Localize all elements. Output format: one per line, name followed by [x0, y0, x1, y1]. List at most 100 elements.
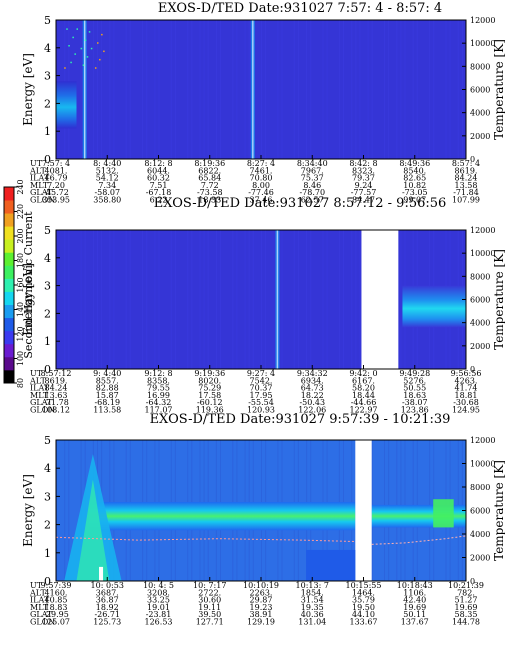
- table-cell: 70.37: [250, 384, 273, 393]
- orbit-table: UTALTILATMLTGLATGLON9:57:394160.40.8518.…: [29, 581, 484, 627]
- spectrogram-texture: [297, 230, 299, 369]
- table-cell: 19.35: [301, 603, 324, 612]
- table-cell: 62.57: [301, 196, 324, 205]
- table-cell: 60.32: [147, 174, 170, 183]
- spectrogram-texture: [343, 230, 344, 369]
- spectrogram-texture: [158, 20, 160, 159]
- table-cell: 7461.: [250, 166, 273, 175]
- spectrogram-texture: [281, 230, 283, 369]
- y-tick-label: 0: [44, 363, 51, 376]
- table-cell: 133.67: [350, 618, 378, 627]
- table-cell: -38.07: [402, 398, 428, 407]
- colorbar: 80 100 120 140 160 180 200 220 240 Second Harmon…: [3, 179, 35, 388]
- colorbar-cell: [4, 356, 14, 371]
- y-axis-label: Energy [eV]: [21, 263, 35, 336]
- spectrogram-texture: [232, 20, 234, 159]
- table-cell: 51.27: [455, 596, 478, 605]
- table-cell: -71.84: [453, 188, 479, 197]
- table-cell: 41.74: [455, 384, 478, 393]
- table-cell: 8619.: [45, 376, 68, 385]
- spectrogram-speckle: [76, 28, 78, 30]
- y2-tick-label: 4000: [470, 319, 490, 328]
- table-cell: -64.32: [146, 398, 172, 407]
- table-cell: 40.36: [301, 610, 324, 619]
- spectrogram-texture: [351, 230, 353, 369]
- table-cell: 8:27: 4: [247, 159, 275, 168]
- spectrogram-band: [56, 81, 77, 129]
- colorbar-cells: [4, 187, 14, 384]
- table-cell: 6.22: [150, 196, 168, 205]
- table-cell: -55.54: [248, 398, 274, 407]
- spectrogram-texture: [215, 20, 217, 159]
- y-tick-label: 3: [44, 490, 51, 503]
- table-cell: 6934.: [301, 376, 324, 385]
- colorbar-cell: [4, 278, 14, 292]
- table-cell: -77.57: [351, 188, 377, 197]
- spectrogram-texture: [236, 230, 238, 369]
- spectrogram-speckle: [68, 45, 70, 47]
- table-cell: 58.35: [455, 610, 478, 619]
- spectrogram-speckle: [94, 67, 97, 69]
- table-cell: 8:42: 8: [349, 159, 377, 168]
- table-cell: 8020.: [198, 376, 221, 385]
- spectrogram-texture: [232, 230, 234, 369]
- spectrogram-texture: [306, 20, 308, 159]
- colorbar-cell: [4, 317, 14, 332]
- row-label: ILAT: [30, 596, 50, 605]
- row-label: GLON: [30, 196, 55, 205]
- colorbar-cell: [4, 239, 14, 253]
- table-cell: 8358.: [147, 376, 170, 385]
- spectrogram-texture: [322, 230, 324, 369]
- spectrogram-texture: [129, 230, 131, 369]
- table-cell: 75.37: [301, 174, 324, 183]
- spectrogram-band: [402, 285, 466, 328]
- table-cell: -44.66: [351, 398, 377, 407]
- spectrogram-texture: [154, 20, 156, 159]
- spectrogram-texture: [367, 20, 369, 159]
- panel-title: EXOS-D/TED Date:931027 8:57:12 - 9:56:56: [154, 196, 447, 211]
- colorbar-tick-label: 220: [16, 204, 25, 219]
- table-cell: 13.58: [455, 181, 478, 190]
- row-label: UT: [30, 581, 43, 590]
- table-cell: 84.24: [455, 174, 478, 183]
- y2-tick-label: 10000: [470, 249, 495, 258]
- row-label: GLAT: [30, 188, 53, 197]
- panel-1: EXOS-D/TED Date:931027 7:57: 4 - 8:57: 4…: [21, 1, 505, 205]
- spectrogram-texture: [359, 20, 361, 159]
- colorbar-cell: [4, 265, 14, 279]
- table-cell: 353.95: [42, 196, 70, 205]
- table-cell: 10: 0:53: [91, 581, 124, 590]
- table-cell: 84.47: [352, 196, 375, 205]
- table-cell: 6822.: [198, 166, 221, 175]
- table-cell: 7542.: [250, 376, 273, 385]
- table-cell: -73.58: [197, 188, 223, 197]
- spectrogram-texture: [97, 230, 98, 369]
- table-cell: 46.79: [45, 174, 68, 183]
- table-cell: 9.24: [355, 181, 373, 190]
- colorbar-cell: [4, 200, 14, 214]
- table-cell: 40.85: [45, 596, 68, 605]
- spectrogram-texture: [322, 20, 324, 159]
- spectrogram-texture: [355, 20, 357, 159]
- y2-tick-label: 6000: [470, 507, 490, 516]
- row-label: ALT: [29, 588, 46, 597]
- table-cell: 8540.: [403, 166, 426, 175]
- spectrogram-texture: [261, 20, 262, 159]
- table-cell: -30.68: [453, 398, 479, 407]
- spectrogram-texture: [146, 20, 148, 159]
- panel-title: EXOS-D/TED Date:931027 9:57:39 - 10:21:3…: [150, 412, 451, 427]
- spectrogram-texture: [187, 230, 189, 369]
- spectrogram-texture: [359, 230, 361, 369]
- table-cell: 7.34: [98, 181, 116, 190]
- table-cell: 17.58: [198, 391, 221, 400]
- spectrogram-texture: [129, 20, 131, 159]
- y2-tick-label: 10000: [470, 39, 495, 48]
- y2-tick-label: 8000: [470, 483, 490, 492]
- colorbar-tick-label: 140: [16, 302, 25, 317]
- table-cell: 50.55: [403, 384, 426, 393]
- spectrogram-texture: [293, 230, 295, 369]
- y2-tick-label: 8000: [470, 272, 490, 281]
- spectrogram-texture: [400, 230, 402, 369]
- spectrogram-band: [88, 502, 356, 531]
